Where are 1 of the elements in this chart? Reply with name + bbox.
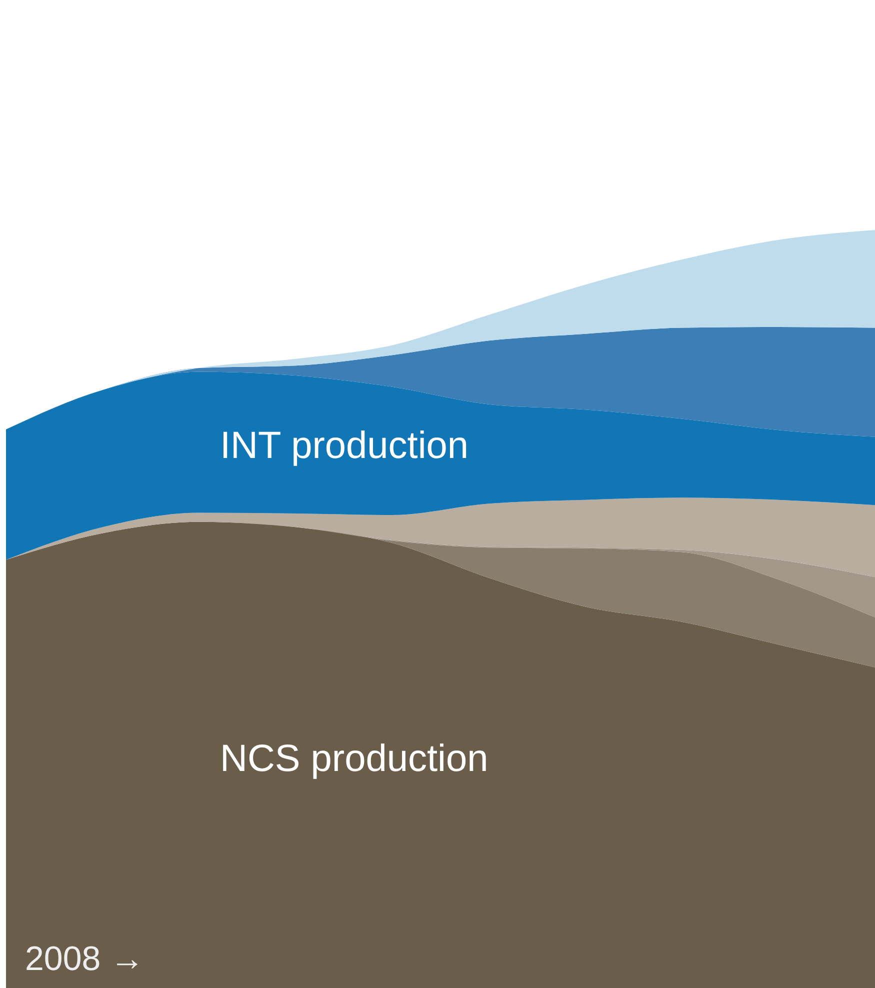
series-label: INT production (220, 424, 469, 467)
